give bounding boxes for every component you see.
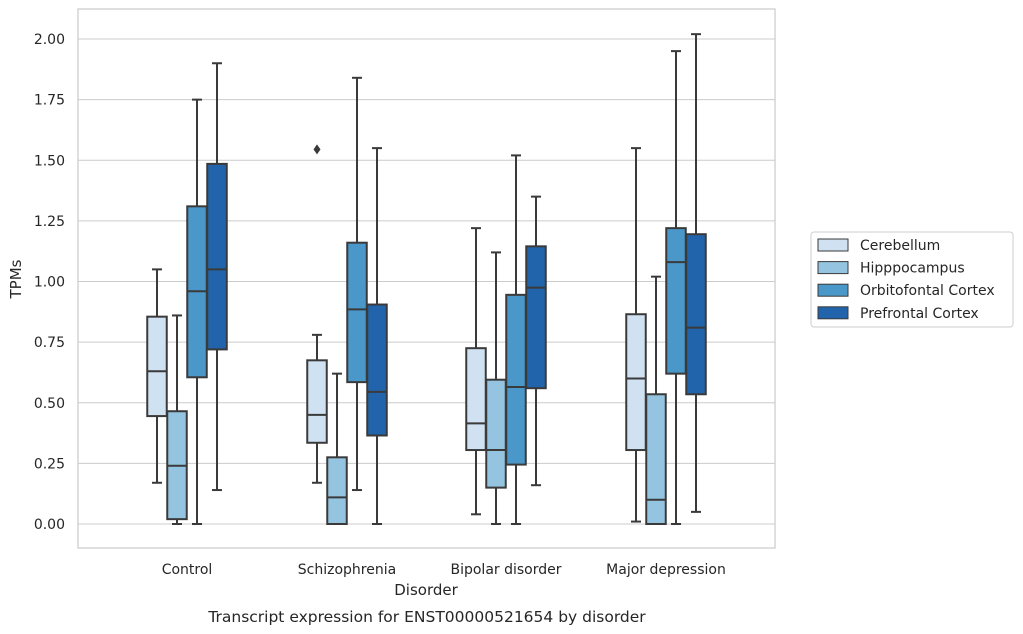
y-tick-label: 0.25	[34, 456, 65, 472]
box-iqr	[505, 293, 527, 466]
box-2-3	[665, 50, 687, 525]
legend-swatch	[817, 238, 849, 252]
box-1-1	[326, 372, 348, 525]
box-0-1	[306, 144, 328, 484]
box-0-0	[146, 268, 168, 484]
box-3-2	[525, 195, 547, 487]
x-axis-ticks: Control Schizophrenia Bipolar disorder Majo…	[162, 562, 726, 578]
box-1-2	[485, 251, 507, 525]
legend-label: Orbitofontal Cortex	[860, 283, 995, 299]
y-axis-ticks: 0.00 0.25 0.50 0.75 1.00 1.25 1.50 1.75 2.00	[34, 32, 65, 533]
box-iqr	[346, 241, 368, 384]
y-tick-label: 1.50	[34, 153, 65, 169]
box-2-2	[505, 154, 527, 525]
box-iqr	[206, 162, 228, 351]
box-iqr	[645, 393, 667, 526]
x-tick-label: Control	[162, 562, 213, 578]
y-tick-label: 1.75	[34, 93, 65, 109]
y-tick-label: 1.00	[34, 275, 65, 291]
y-tick-label: 0.00	[34, 517, 65, 533]
box-0-2	[465, 227, 487, 516]
box-iqr	[485, 378, 507, 489]
legend-swatch	[817, 283, 849, 297]
x-tick-label: Bipolar disorder	[450, 562, 561, 578]
legend-label: Cerebellum	[860, 238, 940, 254]
box-iqr	[146, 315, 168, 418]
box-iqr	[465, 347, 487, 452]
outlier-point	[313, 144, 321, 155]
legend-swatch	[817, 261, 849, 275]
box-3-0	[206, 62, 228, 492]
x-tick-label: Major depression	[606, 562, 726, 578]
box-3-3	[685, 33, 707, 513]
box-3-1	[366, 147, 388, 525]
y-axis-label: TPMs	[7, 259, 25, 299]
legend-label: Prefrontal Cortex	[860, 306, 979, 322]
plot-frame	[77, 8, 776, 549]
box-1-0	[166, 314, 188, 525]
chart-caption: Transcript expression for ENST0000052165…	[207, 608, 646, 626]
box-iqr	[625, 313, 647, 452]
x-tick-label: Schizophrenia	[298, 562, 396, 578]
legend-swatch	[817, 306, 849, 320]
box-iqr	[306, 359, 328, 444]
legend: Cerebellum Hipppocampus Orbitofontal Corte…	[810, 231, 1014, 328]
y-tick-label: 0.50	[34, 396, 65, 412]
box-1-3	[645, 275, 667, 526]
box-iqr	[525, 245, 547, 390]
boxes	[146, 33, 707, 526]
box-iqr	[326, 456, 348, 525]
y-tick-label: 0.75	[34, 335, 65, 351]
legend-frame	[810, 231, 1014, 328]
box-iqr	[685, 233, 707, 396]
y-tick-label: 1.25	[34, 214, 65, 230]
box-iqr	[366, 303, 388, 437]
y-tick-label: 2.00	[34, 32, 65, 48]
box-iqr	[665, 227, 687, 375]
legend-label: Hipppocampus	[860, 261, 965, 277]
box-0-3	[625, 147, 647, 523]
x-axis-label: Disorder	[394, 581, 458, 599]
